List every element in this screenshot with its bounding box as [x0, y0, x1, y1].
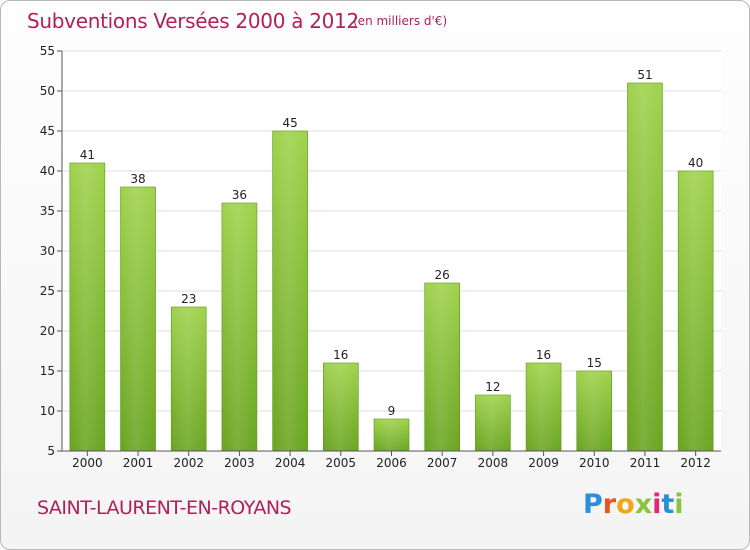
logo-letter: i: [674, 489, 684, 520]
x-tick-label: 2006: [376, 456, 407, 470]
bar-highlight: [323, 363, 359, 451]
x-tick-label: 2005: [326, 456, 357, 470]
logo-letter: o: [616, 489, 635, 520]
x-tick-label: 2004: [275, 456, 306, 470]
x-tick-label: 2009: [528, 456, 559, 470]
commune-name: SAINT-LAURENT-EN-ROYANS: [37, 497, 292, 519]
bar-highlight: [221, 203, 257, 451]
logo-letter: t: [661, 489, 675, 520]
x-tick-label: 2007: [427, 456, 458, 470]
bar-value-label: 9: [388, 404, 396, 418]
logo-letter: x: [634, 489, 653, 520]
x-tick-label: 2000: [72, 456, 103, 470]
logo-letter: P: [583, 489, 603, 520]
bar-highlight: [272, 131, 308, 451]
logo-letter: r: [602, 489, 617, 520]
x-tick-label: 2012: [680, 456, 711, 470]
bar-highlight: [678, 171, 714, 451]
proxiti-logo: Proxiti: [583, 489, 684, 520]
bar-highlight: [424, 283, 460, 451]
bar-value-label: 45: [282, 116, 297, 130]
bar-value-label: 51: [637, 68, 652, 82]
x-tick-label: 2008: [478, 456, 509, 470]
x-tick-label: 2003: [224, 456, 255, 470]
y-tick-label: 10: [40, 404, 55, 418]
y-tick-label: 40: [40, 164, 55, 178]
y-tick-label: 50: [40, 84, 55, 98]
x-tick-label: 2010: [579, 456, 610, 470]
y-tick-label: 35: [40, 204, 55, 218]
y-tick-label: 55: [40, 44, 55, 58]
x-tick-label: 2002: [173, 456, 204, 470]
bar-highlight: [526, 363, 562, 451]
y-tick-label: 15: [40, 364, 55, 378]
bar-value-label: 16: [536, 348, 551, 362]
y-tick-label: 20: [40, 324, 55, 338]
chart-title: Subventions Versées 2000 à 2012: [27, 9, 359, 33]
grid-lines: [62, 50, 721, 452]
bar-value-label: 26: [435, 268, 450, 282]
bar-value-label: 40: [688, 156, 703, 170]
y-tick-label: 45: [40, 124, 55, 138]
bar-value-label: 41: [80, 148, 95, 162]
y-tick-label: 25: [40, 284, 55, 298]
bar-value-label: 12: [485, 380, 500, 394]
bar-highlight: [120, 187, 156, 451]
x-tick-label: 2011: [630, 456, 661, 470]
bar-highlight: [171, 307, 207, 451]
bar-highlight: [69, 163, 105, 451]
x-tick-label: 2001: [123, 456, 154, 470]
y-tick-label: 5: [47, 444, 55, 458]
bar-value-label: 16: [333, 348, 348, 362]
bar-highlight: [627, 83, 663, 451]
y-tick-label: 30: [40, 244, 55, 258]
axes: 5 10 15 20 25 30 35 40 45 50 55 2000 2001 2002 2003 200…: [40, 44, 721, 470]
bar-highlight: [576, 371, 612, 451]
bar-value-label: 23: [181, 292, 196, 306]
bar-value-label: 38: [130, 172, 145, 186]
bar-highlight: [374, 419, 409, 451]
bar-highlight: [475, 395, 511, 451]
logo-letter: i: [652, 489, 662, 520]
bar-value-label: 15: [587, 356, 602, 370]
bar-value-label: 36: [232, 188, 247, 202]
bars: 41 38 23 36 45 16 9 26 12 16 15 51 40: [69, 68, 714, 452]
chart-unit-note: (en milliers d'€): [353, 14, 448, 28]
